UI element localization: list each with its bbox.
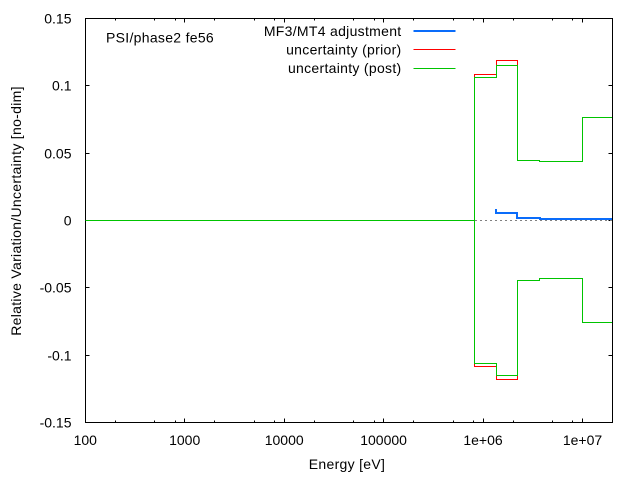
svg-text:0.15: 0.15 (44, 11, 71, 27)
svg-text:-0.15: -0.15 (40, 415, 72, 431)
svg-text:PSI/phase2 fe56: PSI/phase2 fe56 (106, 30, 214, 46)
svg-text:uncertainty (post): uncertainty (post) (288, 60, 402, 76)
svg-text:Energy [eV]: Energy [eV] (309, 456, 385, 472)
svg-text:1e+06: 1e+06 (463, 432, 503, 448)
svg-text:MF3/MT4 adjustment: MF3/MT4 adjustment (264, 23, 402, 39)
svg-text:0.05: 0.05 (44, 146, 71, 162)
svg-text:10000: 10000 (265, 432, 304, 448)
svg-text:-0.05: -0.05 (40, 280, 72, 296)
svg-text:1e+07: 1e+07 (563, 432, 603, 448)
svg-text:-0.1: -0.1 (47, 348, 71, 364)
svg-text:Relative Variation/Uncertainty: Relative Variation/Uncertainty [no-dim] (8, 86, 24, 336)
svg-text:100000: 100000 (360, 432, 407, 448)
svg-text:0: 0 (64, 213, 72, 229)
svg-text:0.1: 0.1 (52, 78, 72, 94)
svg-text:uncertainty (prior): uncertainty (prior) (286, 42, 401, 58)
svg-text:1000: 1000 (169, 432, 200, 448)
svg-text:100: 100 (74, 432, 98, 448)
